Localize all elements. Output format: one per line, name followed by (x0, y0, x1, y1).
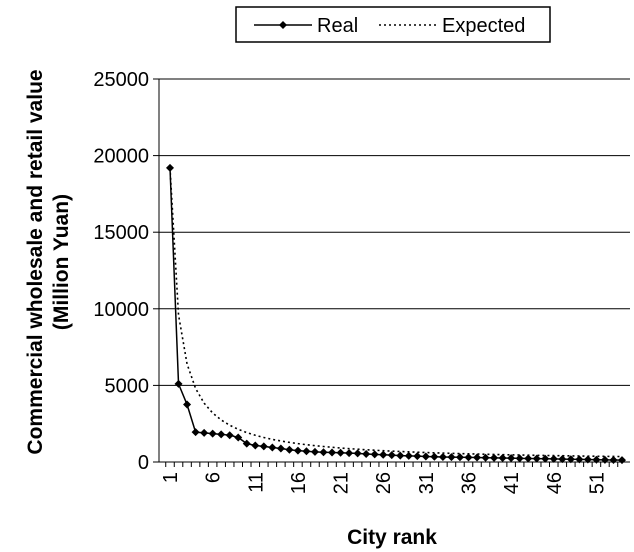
data-point-real (532, 454, 541, 463)
x-tick-label: 36 (458, 472, 480, 494)
legend-real-marker (279, 21, 287, 29)
y-tick-label: 20000 (93, 146, 149, 168)
gridlines (159, 78, 630, 386)
data-point-real (558, 455, 567, 464)
x-tick-label: 6 (203, 472, 225, 483)
x-tick-label: 46 (544, 472, 566, 494)
data-point-real (276, 444, 285, 453)
data-point-real (251, 441, 260, 450)
data-point-real (310, 447, 319, 456)
data-point-real (259, 442, 268, 451)
y-tick-label: 10000 (93, 299, 149, 321)
y-axis-ticks: 0 5000 10000 15000 20000 25000 (93, 69, 159, 474)
legend: Real Expected (235, 6, 551, 43)
y-axis-label-line-1: Commercial wholesale and retail value (24, 69, 47, 454)
data-point-real (438, 452, 447, 461)
data-point-real (336, 448, 345, 457)
data-point-real (353, 449, 362, 458)
data-point-real (345, 449, 354, 458)
x-axis-label: City rank (347, 526, 437, 549)
y-tick-label: 0 (138, 452, 149, 474)
x-tick-label: 21 (331, 472, 353, 494)
data-point-real (183, 400, 192, 409)
data-point-real (473, 453, 482, 462)
legend-real-label: Real (317, 15, 358, 37)
series-line-expected (169, 167, 623, 458)
data-point-real (370, 450, 379, 459)
data-point-real (430, 452, 439, 461)
x-tick-label: 26 (373, 472, 395, 494)
x-tick-label: 51 (586, 472, 608, 494)
data-point-real (242, 439, 251, 448)
data-point-real (507, 454, 516, 463)
data-point-real (592, 455, 601, 464)
data-point-real (404, 451, 413, 460)
data-point-real (191, 428, 200, 437)
data-point-real (234, 433, 243, 442)
data-point-real (541, 454, 550, 463)
data-point-real (379, 450, 388, 459)
y-tick-label: 15000 (93, 222, 149, 244)
data-point-real (208, 429, 217, 438)
data-point-real (421, 452, 430, 461)
data-point-real (319, 448, 328, 457)
data-point-real (174, 379, 183, 388)
data-point-real (524, 454, 533, 463)
legend-expected-label: Expected (442, 15, 525, 37)
series-group (166, 163, 626, 465)
data-point-real (413, 452, 422, 461)
data-point-real (498, 454, 507, 463)
data-point-real (481, 453, 490, 462)
data-point-real (285, 445, 294, 454)
data-point-real (618, 456, 626, 465)
data-point-real (328, 448, 337, 457)
data-point-real (217, 430, 226, 439)
data-point-real (293, 446, 302, 455)
data-point-real (515, 454, 524, 463)
series-line-real (169, 167, 623, 461)
data-point-real (455, 453, 464, 462)
x-tick-label: 16 (288, 472, 310, 494)
data-point-real (447, 453, 456, 462)
data-point-real (575, 455, 584, 464)
data-point-real (200, 428, 209, 437)
x-axis: 1 6 11 16 21 26 31 36 41 46 51 (158, 79, 630, 494)
data-point-real (549, 454, 558, 463)
data-point-real (387, 451, 396, 460)
x-tick-label: 41 (501, 472, 523, 494)
data-point-real (396, 451, 405, 460)
y-axis-label: Commercial wholesale and retail value (M… (24, 69, 73, 454)
y-axis-label-line-2: (Million Yuan) (50, 194, 73, 330)
x-tick-label: 11 (245, 472, 267, 493)
data-point-real (490, 453, 499, 462)
data-point-real (600, 455, 609, 464)
data-point-real (566, 455, 575, 464)
y-tick-label: 25000 (93, 69, 149, 91)
x-tick-label: 31 (416, 472, 438, 494)
data-point-real (609, 456, 618, 465)
data-point-real (583, 455, 592, 464)
data-point-real (268, 443, 277, 452)
y-tick-label: 5000 (105, 375, 150, 397)
x-tick-label: 1 (160, 472, 182, 483)
data-point-real (362, 450, 371, 459)
data-point-real (302, 447, 311, 456)
data-point-real (464, 453, 473, 462)
data-point-real (225, 431, 234, 440)
